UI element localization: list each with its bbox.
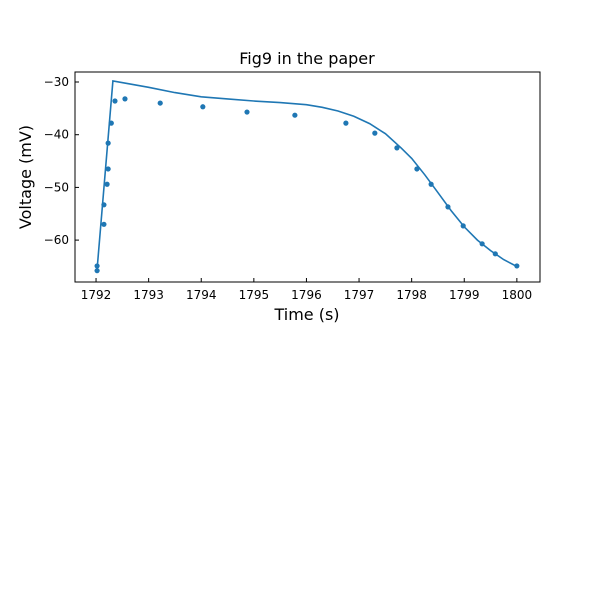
data-point bbox=[394, 145, 400, 151]
y-tick-label: −40 bbox=[44, 128, 69, 142]
y-tick-label: −60 bbox=[44, 233, 69, 247]
data-point bbox=[414, 166, 420, 172]
data-point bbox=[372, 130, 378, 136]
data-point bbox=[94, 263, 100, 269]
y-tick-label: −30 bbox=[44, 75, 69, 89]
x-tick-label: 1796 bbox=[291, 288, 322, 302]
x-tick-label: 1795 bbox=[239, 288, 270, 302]
data-point bbox=[428, 181, 434, 187]
x-axis-label: Time (s) bbox=[273, 305, 339, 324]
data-point bbox=[105, 140, 111, 146]
data-point bbox=[514, 263, 520, 269]
x-tick-label: 1797 bbox=[344, 288, 375, 302]
x-tick-label: 1794 bbox=[186, 288, 217, 302]
data-point bbox=[200, 104, 206, 110]
y-axis: −30 −40 −50 −60 bbox=[44, 75, 79, 247]
plot-area bbox=[94, 80, 520, 274]
x-tick-label: 1799 bbox=[449, 288, 480, 302]
data-point bbox=[94, 268, 100, 274]
y-tick-label: −50 bbox=[44, 180, 69, 194]
data-point bbox=[244, 109, 250, 115]
x-tick-label: 1792 bbox=[81, 288, 112, 302]
chart-title: Fig9 in the paper bbox=[239, 49, 375, 68]
y-axis-label: Voltage (mV) bbox=[16, 125, 35, 229]
data-point bbox=[112, 98, 118, 104]
x-tick-label: 1798 bbox=[396, 288, 427, 302]
data-point bbox=[104, 181, 110, 187]
data-point bbox=[479, 241, 485, 247]
data-point bbox=[343, 120, 349, 126]
data-point bbox=[105, 166, 111, 172]
data-point bbox=[122, 96, 128, 102]
data-point bbox=[101, 221, 107, 227]
series-line bbox=[96, 80, 518, 270]
data-point bbox=[157, 100, 163, 106]
x-axis: 1792 1793 1794 1795 1796 1797 1798 1799 1800 bbox=[81, 278, 532, 302]
data-point bbox=[101, 202, 107, 208]
data-point bbox=[108, 120, 114, 126]
data-point bbox=[445, 204, 451, 210]
x-tick-label: 1800 bbox=[502, 288, 533, 302]
data-point bbox=[492, 251, 498, 257]
x-tick-label: 1793 bbox=[133, 288, 164, 302]
axes-frame bbox=[74, 71, 541, 283]
data-point bbox=[460, 223, 466, 229]
data-point bbox=[292, 112, 298, 118]
